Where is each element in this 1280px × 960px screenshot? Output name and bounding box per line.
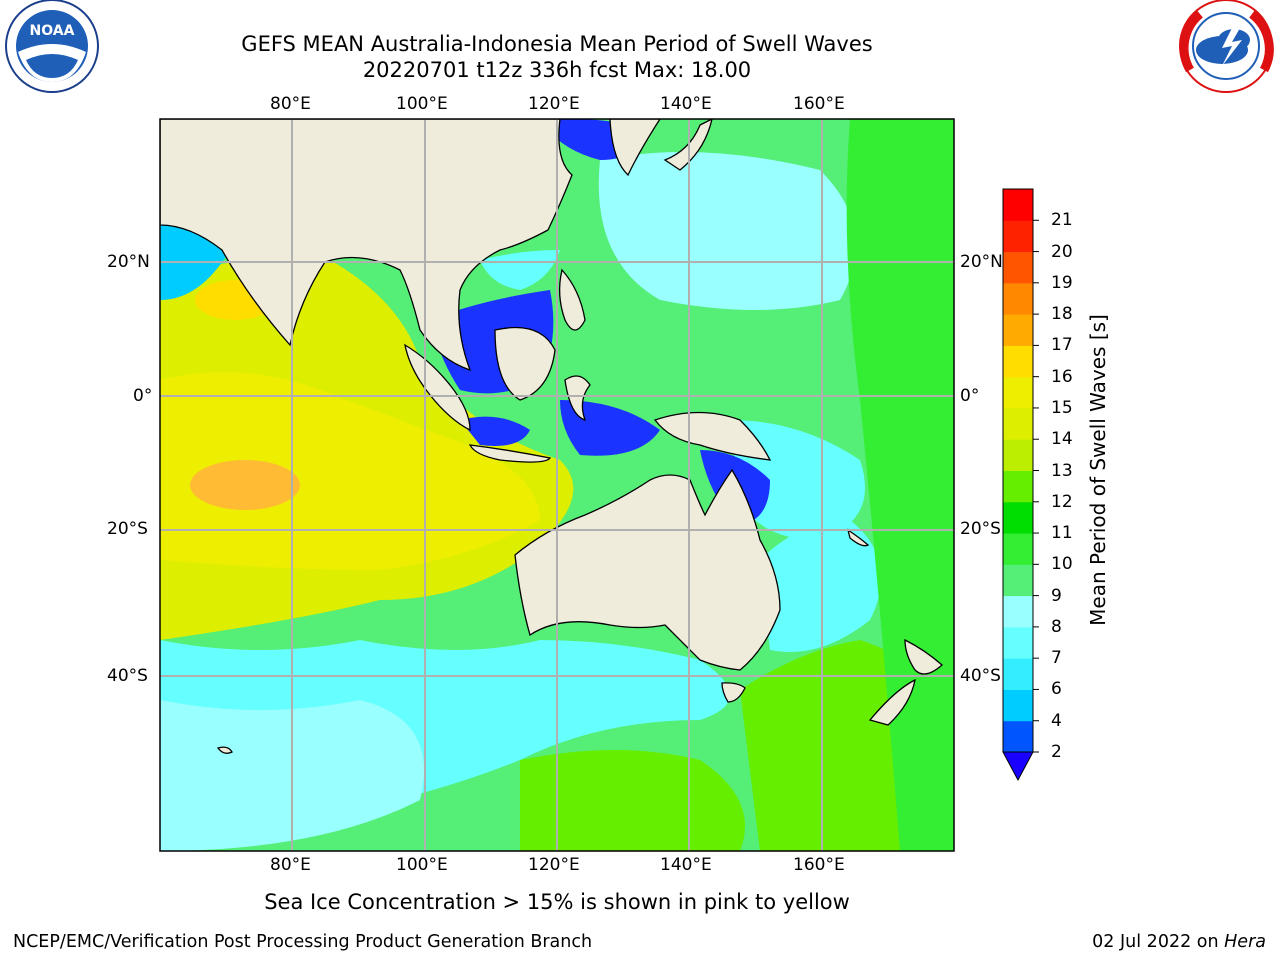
credit-line: NCEP/EMC/Verification Post Processing Pr… xyxy=(13,932,593,952)
colorbar-tick-label: 11 xyxy=(1051,523,1073,544)
colorbar-segment xyxy=(1003,189,1033,221)
colorbar-segment xyxy=(1003,407,1033,440)
lon-label-bottom: 160°E xyxy=(793,855,845,875)
colorbar-tick-label: 8 xyxy=(1051,616,1062,637)
colorbar xyxy=(1002,188,1039,782)
colorbar-tick-label: 21 xyxy=(1051,210,1073,231)
colorbar-segment xyxy=(1003,720,1033,753)
machine-name: Hera xyxy=(1224,932,1266,952)
lon-label-bottom: 80°E xyxy=(270,855,311,875)
noaa-logo-text: NOAA xyxy=(30,23,75,39)
colorbar-tick-label: 4 xyxy=(1051,710,1062,731)
noaa-logo: NOAA xyxy=(5,0,99,93)
colorbar-segment xyxy=(1003,626,1033,659)
lon-label-bottom: 140°E xyxy=(660,855,712,875)
lon-label-top: 120°E xyxy=(528,94,580,114)
lon-label-bottom: 120°E xyxy=(528,855,580,875)
lat-label-left: 20°N xyxy=(107,252,150,272)
land xyxy=(160,119,943,754)
colorbar-tick-label: 14 xyxy=(1051,429,1073,450)
colorbar-segment xyxy=(1003,595,1033,628)
colorbar-tick-label: 17 xyxy=(1051,335,1073,356)
lon-label-top: 80°E xyxy=(270,94,311,114)
lat-label-left: 20°S xyxy=(107,519,148,539)
lat-label-right: 20°S xyxy=(960,519,1001,539)
colorbar-segment xyxy=(1003,376,1033,409)
colorbar-segment xyxy=(1003,564,1033,597)
lat-label-right: 40°S xyxy=(960,666,1001,686)
colorbar-tick-label: 15 xyxy=(1051,397,1073,418)
colorbar-segment xyxy=(1003,345,1033,378)
lat-label-right: 0° xyxy=(960,386,980,406)
colorbar-tick-label: 18 xyxy=(1051,304,1073,325)
lon-label-top: 160°E xyxy=(793,94,845,114)
colorbar-segment xyxy=(1003,314,1033,346)
colorbar-segment xyxy=(1003,282,1033,315)
graticule xyxy=(160,119,954,851)
colorbar-segment xyxy=(1003,501,1033,534)
colorbar-title: Mean Period of Swell Waves [s] xyxy=(1086,314,1110,626)
colorbar-tick-label: 9 xyxy=(1051,585,1062,606)
colorbar-tick-label: 10 xyxy=(1051,554,1073,575)
nws-logo xyxy=(1179,0,1274,93)
date-text: 02 Jul 2022 on xyxy=(1092,932,1225,952)
colorbar-tick-label: 19 xyxy=(1051,272,1073,293)
colorbar-tick-label: 20 xyxy=(1051,241,1073,262)
date-stamp: 02 Jul 2022 on Hera xyxy=(1092,932,1266,952)
colorbar-segment xyxy=(1003,470,1033,503)
lat-label-left: 40°S xyxy=(107,666,148,686)
colorbar-segment xyxy=(1003,658,1033,690)
colorbar-tick-label: 12 xyxy=(1051,491,1073,512)
colorbar-tick-label: 7 xyxy=(1051,648,1062,669)
map-title: GEFS MEAN Australia-Indonesia Mean Perio… xyxy=(241,32,873,56)
map-frame xyxy=(159,118,955,852)
sea-ice-note: Sea Ice Concentration > 15% is shown in … xyxy=(264,890,850,914)
colorbar-tick-label: 16 xyxy=(1051,366,1073,387)
colorbar-tick-label: 13 xyxy=(1051,460,1073,481)
lat-label-right: 20°N xyxy=(960,252,1003,272)
colorbar-segment xyxy=(1003,251,1033,284)
colorbar-segment xyxy=(1003,533,1033,565)
lat-label-left: 0° xyxy=(133,386,153,406)
colorbar-tick-label: 6 xyxy=(1051,679,1062,700)
colorbar-segment xyxy=(1003,689,1033,722)
colorbar-segment xyxy=(1003,220,1033,253)
lon-label-top: 140°E xyxy=(660,94,712,114)
lon-label-top: 100°E xyxy=(396,94,448,114)
map-subtitle: 20220701 t12z 336h fcst Max: 18.00 xyxy=(362,58,752,82)
colorbar-segment xyxy=(1003,439,1033,471)
colorbar-extend-arrow xyxy=(1002,751,1034,782)
lon-label-bottom: 100°E xyxy=(396,855,448,875)
colorbar-tick-label: 2 xyxy=(1051,742,1062,762)
